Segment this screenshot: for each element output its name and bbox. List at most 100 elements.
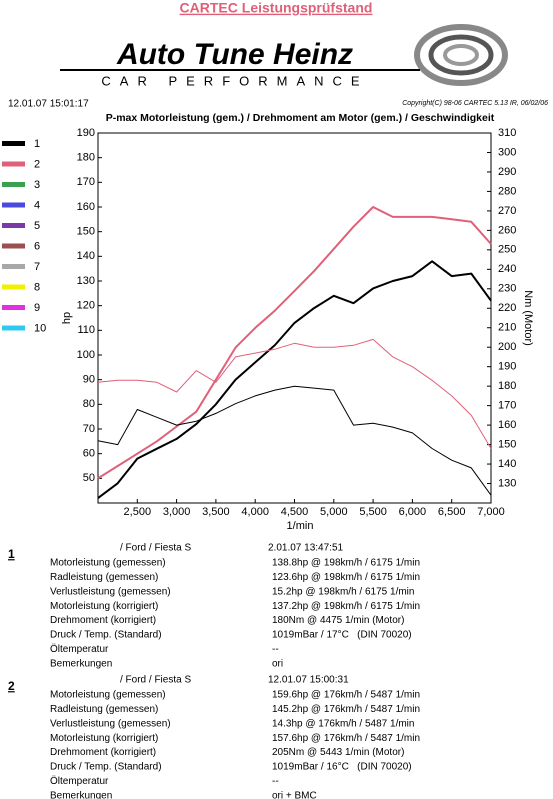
row-value: -- [272, 644, 279, 655]
legend-label: 2 [34, 158, 40, 170]
y-tick-label: 180 [77, 152, 95, 164]
chart-title: P-max Motorleistung (gem.) / Drehmoment … [106, 112, 495, 124]
legend-label: 7 [34, 261, 40, 273]
row-value: -- [272, 776, 279, 787]
y-tick-label: 50 [83, 472, 95, 484]
row-value: ori [272, 658, 283, 669]
y2-tick-label: 130 [498, 477, 516, 489]
legend-swatch [2, 305, 25, 310]
row-label: Motorleistung (korrigiert) [50, 601, 158, 612]
legend-label: 9 [34, 302, 40, 314]
brand: Auto Tune Heinz [116, 38, 353, 71]
row-label: Radleistung (gemessen) [50, 572, 158, 583]
y2-tick-label: 150 [498, 438, 516, 450]
legend-swatch [2, 284, 25, 290]
y-axis-label: hp [61, 312, 73, 324]
x-axis-label: 1/min [287, 520, 314, 532]
y2-tick-label: 160 [498, 419, 516, 431]
y-tick-label: 60 [83, 448, 95, 460]
legend-label: 8 [34, 281, 40, 293]
logo-ring [443, 44, 479, 66]
legend-swatch [2, 243, 25, 249]
legend-label: 10 [34, 322, 46, 334]
legend-swatch [2, 141, 25, 146]
row-value: 157.6hp @ 176km/h / 5487 1/min [272, 733, 420, 744]
row-label: Druck / Temp. (Standard) [50, 630, 162, 641]
row-value: 159.6hp @ 176km/h / 5487 1/min [272, 690, 420, 701]
row-label: Bemerkungen [50, 658, 112, 669]
legend-swatch [2, 223, 25, 228]
row-label: Druck / Temp. (Standard) [50, 762, 162, 773]
y2-tick-label: 140 [498, 458, 516, 470]
plot-frame [97, 132, 492, 504]
row-label: Bemerkungen [50, 790, 112, 799]
y-tick-label: 150 [77, 226, 95, 238]
row-value: 137.2hp @ 198km/h / 6175 1/min [272, 601, 420, 612]
y2-tick-label: 310 [498, 127, 516, 139]
legend-label: 3 [34, 179, 40, 191]
y2-tick-label: 280 [498, 185, 516, 197]
run-vehicle: / Ford / Fiesta S [120, 543, 191, 554]
y2-tick-label: 230 [498, 283, 516, 295]
row-value: 123.6hp @ 198km/h / 6175 1/min [272, 572, 420, 583]
logo-ring [414, 24, 508, 86]
y-tick-label: 110 [77, 324, 95, 336]
y-tick-label: 130 [77, 275, 95, 287]
y2-tick-label: 250 [498, 244, 516, 256]
row-value: 138.8hp @ 198km/h / 6175 1/min [272, 558, 420, 569]
row-value: ori + BMC [272, 790, 317, 799]
y-tick-label: 190 [77, 127, 95, 139]
y2-tick-label: 290 [498, 166, 516, 178]
y2-tick-label: 270 [498, 205, 516, 217]
x-tick-label: 5,000 [320, 506, 348, 518]
run-vehicle: / Ford / Fiesta S [120, 675, 191, 686]
y2-tick-label: 240 [498, 263, 516, 275]
row-label: Radleistung (gemessen) [50, 704, 158, 715]
sheet-title: CARTEC Leistungsprüfstand [180, 0, 373, 16]
row-label: Motorleistung (gemessen) [50, 690, 166, 701]
tagline: CAR PERFORMANCE [101, 73, 368, 88]
x-tick-label: 3,000 [163, 506, 191, 518]
row-value: 14.3hp @ 176km/h / 5487 1/min [272, 718, 414, 729]
row-value: 15.2hp @ 198km/h / 6175 1/min [272, 586, 414, 597]
series-line [97, 338, 492, 449]
legend-label: 6 [34, 240, 40, 252]
x-tick-label: 6,000 [399, 506, 427, 518]
y-tick-label: 90 [83, 374, 95, 386]
series-line [97, 260, 492, 499]
row-label: Öltemperatur [50, 775, 109, 787]
y-tick-label: 80 [83, 398, 95, 410]
series-line [97, 206, 492, 480]
x-tick-label: 4,500 [281, 506, 309, 518]
legend-swatch [2, 325, 25, 331]
x-tick-label: 3,500 [202, 506, 230, 518]
x-tick-label: 2,500 [124, 506, 152, 518]
row-value: 1019mBar / 16°C (DIN 70020) [272, 762, 412, 773]
legend-label: 4 [34, 199, 40, 211]
legend-swatch [2, 161, 25, 167]
y-tick-label: 160 [77, 201, 95, 213]
row-value: 1019mBar / 17°C (DIN 70020) [272, 630, 412, 641]
x-tick-label: 4,000 [241, 506, 269, 518]
y2-axis-label: Nm (Motor) [522, 290, 534, 346]
row-label: Öltemperatur [50, 643, 109, 655]
legend-label: 5 [34, 220, 40, 232]
series-line [97, 385, 492, 496]
run-date: 2.01.07 13:47:51 [268, 543, 344, 554]
x-tick-label: 6,500 [438, 506, 466, 518]
y-tick-label: 120 [77, 300, 95, 312]
y-tick-label: 170 [77, 176, 95, 188]
y2-tick-label: 260 [498, 224, 516, 236]
run-date: 12.01.07 15:00:31 [268, 675, 349, 686]
logo-ring [428, 34, 494, 76]
x-tick-label: 7,000 [477, 506, 505, 518]
y-tick-label: 100 [77, 349, 95, 361]
y2-tick-label: 180 [498, 380, 516, 392]
y-tick-label: 70 [83, 423, 95, 435]
copyright: Copyright(C) 98-06 CARTEC 5.13 IR, 06/02… [402, 100, 548, 107]
row-label: Verlustleistung (gemessen) [50, 718, 171, 729]
y2-tick-label: 200 [498, 341, 516, 353]
legend-label: 1 [34, 138, 40, 150]
